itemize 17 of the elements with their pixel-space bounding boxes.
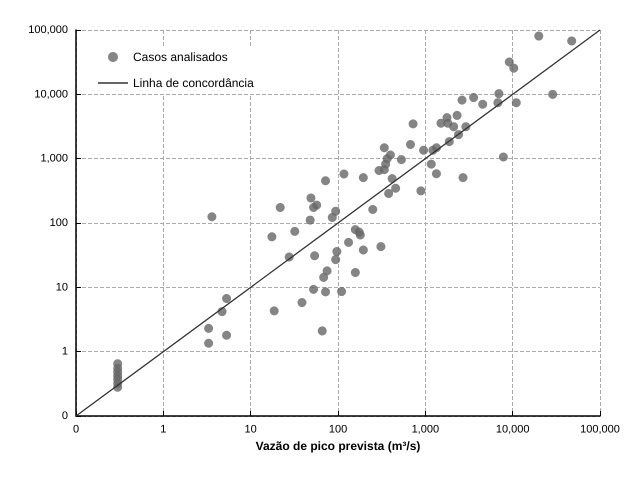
x-tick-label: 10,000 [496,424,530,436]
legend-label: Linha de concordância [133,76,254,90]
x-tick-label: 1 [160,424,166,436]
x-tick-label: 100,000 [580,424,620,436]
y-tick-label: 100,000 [28,24,68,36]
y-tick-label: 10 [56,281,68,294]
y-tick-label: 0 [62,410,68,422]
x-tick-label: 100 [328,424,348,436]
y-tick-label: 1 [62,346,68,358]
x-tick-label: 10 [244,424,257,436]
y-tick-label: 1,000 [40,152,68,165]
legend-label: Casos analisados [133,50,228,64]
x-axis-title: Vazão de pico prevista (m³/s) [256,438,420,453]
y-tick-label: 100 [50,217,68,229]
x-tick-label: 0 [72,424,80,436]
x-tick-label: 1,000 [412,424,440,436]
y-tick-label: 10,000 [34,88,68,100]
